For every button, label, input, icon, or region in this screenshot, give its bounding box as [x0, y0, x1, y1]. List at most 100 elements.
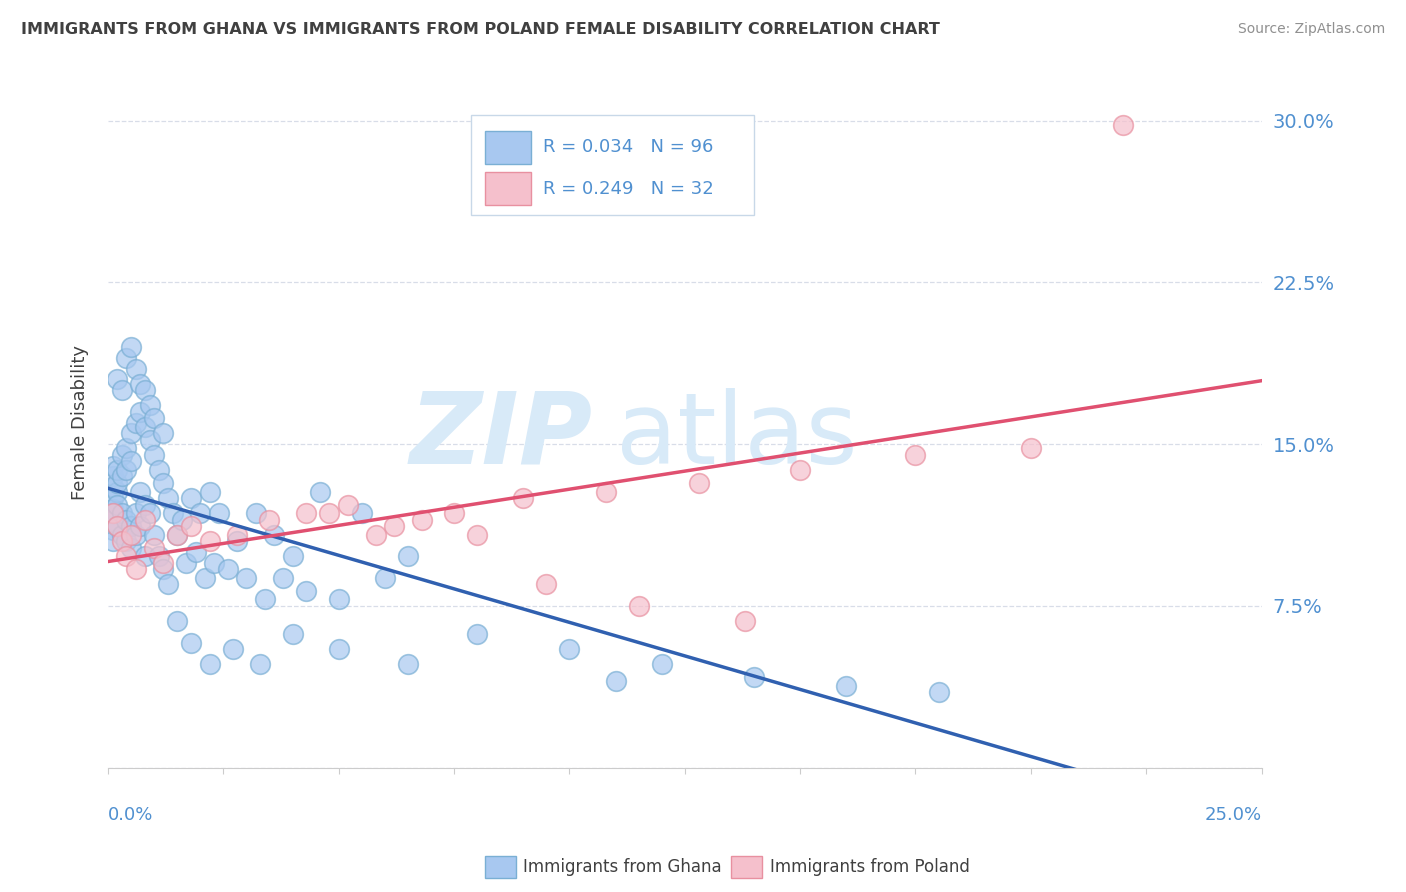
Point — [295, 506, 318, 520]
Point — [336, 498, 359, 512]
Point — [605, 674, 627, 689]
Point — [180, 519, 202, 533]
Point — [143, 527, 166, 541]
Point — [101, 458, 124, 473]
Point — [245, 506, 267, 520]
Point — [143, 411, 166, 425]
Point — [115, 442, 138, 456]
Text: Immigrants from Poland: Immigrants from Poland — [770, 858, 970, 876]
Point — [281, 549, 304, 564]
Point — [120, 541, 142, 555]
Point — [105, 372, 128, 386]
Point — [176, 556, 198, 570]
Point — [105, 484, 128, 499]
Point — [249, 657, 271, 672]
Point — [101, 469, 124, 483]
Point — [465, 627, 488, 641]
Point — [318, 506, 340, 520]
Point — [115, 351, 138, 365]
FancyBboxPatch shape — [485, 172, 531, 205]
Point — [101, 480, 124, 494]
Point — [198, 534, 221, 549]
Point — [281, 627, 304, 641]
Text: ZIP: ZIP — [409, 388, 592, 485]
Point — [129, 484, 152, 499]
Point — [202, 556, 225, 570]
Point — [789, 463, 811, 477]
Point — [111, 527, 134, 541]
Point — [156, 491, 179, 505]
Point — [148, 549, 170, 564]
Point — [152, 475, 174, 490]
Point — [188, 506, 211, 520]
Point — [138, 398, 160, 412]
Point — [235, 571, 257, 585]
Point — [651, 657, 673, 672]
Point — [170, 513, 193, 527]
Point — [217, 562, 239, 576]
Point — [101, 506, 124, 520]
Point — [105, 463, 128, 477]
Point — [928, 685, 950, 699]
Point — [208, 506, 231, 520]
Point — [328, 592, 350, 607]
Point — [162, 506, 184, 520]
Point — [1112, 118, 1135, 132]
Point — [111, 506, 134, 520]
Point — [734, 614, 756, 628]
Point — [295, 583, 318, 598]
Point — [138, 433, 160, 447]
Point — [309, 484, 332, 499]
Point — [101, 506, 124, 520]
Point — [194, 571, 217, 585]
Point — [465, 527, 488, 541]
Point — [198, 657, 221, 672]
Point — [129, 405, 152, 419]
Point — [374, 571, 396, 585]
Point — [328, 642, 350, 657]
Point — [148, 463, 170, 477]
Point — [558, 642, 581, 657]
Point — [115, 534, 138, 549]
Point — [396, 657, 419, 672]
Point — [138, 506, 160, 520]
Point — [124, 506, 146, 520]
Point — [134, 549, 156, 564]
Y-axis label: Female Disability: Female Disability — [72, 345, 89, 500]
Point — [396, 549, 419, 564]
Point — [101, 534, 124, 549]
Point — [115, 549, 138, 564]
Text: 25.0%: 25.0% — [1205, 805, 1261, 823]
Point — [101, 513, 124, 527]
Point — [221, 642, 243, 657]
Point — [595, 484, 617, 499]
Point — [180, 491, 202, 505]
Point — [105, 519, 128, 533]
Point — [101, 491, 124, 505]
Point — [129, 376, 152, 391]
Point — [120, 527, 142, 541]
Point — [115, 513, 138, 527]
Point — [111, 383, 134, 397]
Point — [1019, 442, 1042, 456]
Point — [184, 545, 207, 559]
Point — [120, 519, 142, 533]
Point — [742, 670, 765, 684]
Point — [443, 506, 465, 520]
Text: IMMIGRANTS FROM GHANA VS IMMIGRANTS FROM POLAND FEMALE DISABILITY CORRELATION CH: IMMIGRANTS FROM GHANA VS IMMIGRANTS FROM… — [21, 22, 941, 37]
Point — [120, 340, 142, 354]
Point — [124, 416, 146, 430]
Point — [382, 519, 405, 533]
Point — [411, 513, 433, 527]
Point — [226, 534, 249, 549]
Text: 0.0%: 0.0% — [108, 805, 153, 823]
Point — [263, 527, 285, 541]
Point — [156, 577, 179, 591]
Point — [273, 571, 295, 585]
Point — [198, 484, 221, 499]
Point — [111, 448, 134, 462]
Point — [111, 534, 134, 549]
Point — [120, 454, 142, 468]
Point — [124, 361, 146, 376]
Point — [134, 498, 156, 512]
